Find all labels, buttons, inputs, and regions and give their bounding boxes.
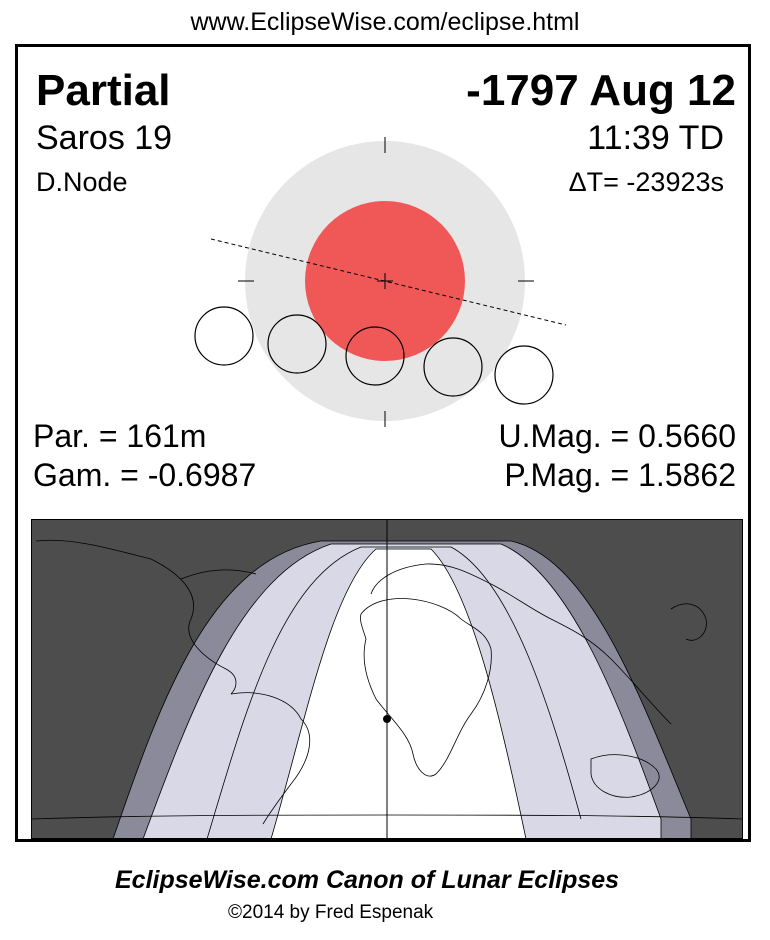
ecliptic-line [210,238,567,326]
eclipse-time: 11:39 TD [587,119,724,157]
map-inner-boundary [206,546,582,839]
eclipse-panel: Partial -1797 Aug 12 Saros 19 11:39 TD D… [15,44,751,842]
saros-number: Saros 19 [36,119,173,157]
gamma-value: Gam. = -0.6987 [33,457,257,493]
moon-position-max [345,326,405,386]
node-label: D.Node [36,167,128,197]
moon-position-u4 [423,337,483,397]
moon-position-p1 [194,306,254,366]
footer-copyright: ©2014 by Fred Espenak [228,902,434,923]
moon-position-p4 [494,345,554,405]
penumbral-magnitude: P.Mag. = 1.5862 [504,457,736,493]
map-border [31,519,743,839]
map-visible-zone [270,548,527,839]
coastlines [31,539,743,825]
shadow-diagram [194,137,567,427]
eclipse-date: -1797 Aug 12 [466,66,736,115]
umbral-magnitude: U.Mag. = 0.5660 [498,418,736,454]
partial-duration: Par. = 161m [33,418,207,454]
delta-t: ΔT= -23923s [568,167,724,197]
map-subpoint-marker [383,715,391,723]
footer-title: EclipseWise.com Canon of Lunar Eclipses [115,866,620,894]
eclipse-type: Partial [36,66,171,115]
moon-position-u1 [267,314,327,374]
source-url[interactable]: www.EclipseWise.com/eclipse.html [190,8,580,36]
visibility-map [31,519,743,839]
